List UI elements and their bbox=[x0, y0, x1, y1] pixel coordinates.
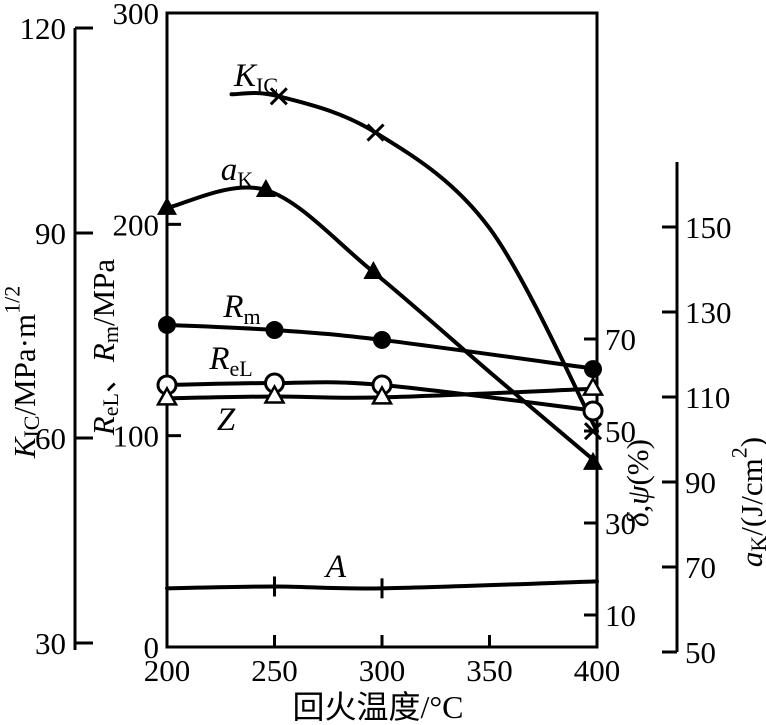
marker-circle-filled bbox=[373, 330, 391, 349]
axis-x-tick-label: 250 bbox=[251, 653, 298, 688]
axis-ak-tick-label: 150 bbox=[685, 210, 732, 245]
marker-x-cross bbox=[583, 422, 603, 441]
axis-r-tick-label: 300 bbox=[113, 0, 160, 31]
axis-kic-tick-label: 90 bbox=[35, 216, 66, 251]
series-Z-line bbox=[165, 386, 599, 401]
axis-kic-title: KIC/MPa·m1/2 bbox=[0, 286, 44, 459]
axis-x-tick-label: 300 bbox=[359, 653, 406, 688]
series-A-line bbox=[165, 579, 599, 591]
marker-circle-open bbox=[582, 400, 604, 422]
marker-triangle-open bbox=[155, 385, 179, 406]
axis-ak-tick-label: 110 bbox=[685, 380, 730, 415]
marker-triangle-open bbox=[263, 383, 286, 404]
marker-triangle-filled bbox=[363, 261, 384, 280]
axis-dp-tick-label: 10 bbox=[605, 598, 636, 633]
axis-r-title: ReL、Rm/MPa bbox=[86, 259, 123, 437]
series-Rm-line bbox=[165, 322, 599, 372]
series-Z-label: Z bbox=[217, 402, 236, 438]
series-aK-label: aK bbox=[221, 152, 254, 192]
marker-circle-filled bbox=[158, 315, 176, 334]
axis-kic-tick-label: 60 bbox=[35, 421, 66, 456]
axis-dp-tick-label: 70 bbox=[605, 322, 636, 357]
axis-r-tick-label: 200 bbox=[113, 207, 160, 242]
series-ReL-label: ReL bbox=[208, 341, 252, 381]
series-KIC: KIC bbox=[229, 58, 603, 441]
series-A: A bbox=[165, 549, 599, 599]
series-aK: aK bbox=[157, 152, 603, 470]
series-ReL: ReL bbox=[156, 341, 604, 422]
series-Rm-label: Rm bbox=[222, 289, 260, 329]
axis-dp-tick-label: 30 bbox=[605, 506, 636, 541]
series-Z: Z bbox=[155, 376, 605, 438]
series-KIC-label: KIC bbox=[233, 58, 278, 98]
series-A-label: A bbox=[324, 549, 347, 585]
axis-x-tick-label: 350 bbox=[466, 653, 513, 688]
axis-ak-tick-label: 50 bbox=[685, 635, 716, 670]
marker-circle-filled bbox=[265, 321, 284, 340]
series-ReL-line bbox=[165, 380, 599, 413]
axis-kic-tick-label: 120 bbox=[20, 11, 67, 46]
marker-triangle-filled bbox=[583, 451, 603, 470]
axis-x: 200 250 300 350 400 回火温度/°C bbox=[144, 635, 621, 725]
marker-triangle-open bbox=[370, 384, 394, 405]
axis-r-tick-label: 100 bbox=[113, 419, 160, 454]
marker-x-cross bbox=[269, 87, 288, 106]
marker-x-cross bbox=[366, 123, 385, 142]
marker-triangle-filled bbox=[157, 196, 177, 215]
marker-circle-filled bbox=[584, 360, 602, 379]
axis-ak: 50 70 90 110 130 150 aK/(J/cm2) bbox=[662, 162, 766, 670]
axis-ak-tick-label: 90 bbox=[685, 465, 716, 500]
series-Rm: Rm bbox=[158, 289, 602, 379]
axis-r-tick-label: 0 bbox=[144, 630, 160, 665]
axis-dp-tick-label: 50 bbox=[605, 414, 636, 449]
axis-ak-tick-label: 130 bbox=[685, 295, 732, 330]
axis-kic-tick-label: 30 bbox=[35, 626, 66, 661]
axis-dp: 10 30 50 70 δ,ψ(%) bbox=[584, 322, 655, 633]
axis-ak-tick-label: 70 bbox=[685, 550, 716, 585]
axis-dp-title: δ,ψ(%) bbox=[620, 439, 655, 527]
axis-x-title: 回火温度/°C bbox=[292, 689, 463, 725]
axis-kic: 30 60 90 120 KIC/MPa·m1/2 bbox=[0, 11, 93, 661]
marker-triangle-open bbox=[581, 376, 605, 396]
marker-triangle-filled bbox=[255, 179, 276, 198]
axis-ak-title: aK/(J/cm2) bbox=[726, 437, 766, 567]
axis-r: 0 100 200 300 ReL、Rm/MPa bbox=[86, 0, 181, 665]
axis-x-tick-label: 200 bbox=[144, 653, 191, 688]
axis-x-tick-label: 400 bbox=[574, 653, 621, 688]
